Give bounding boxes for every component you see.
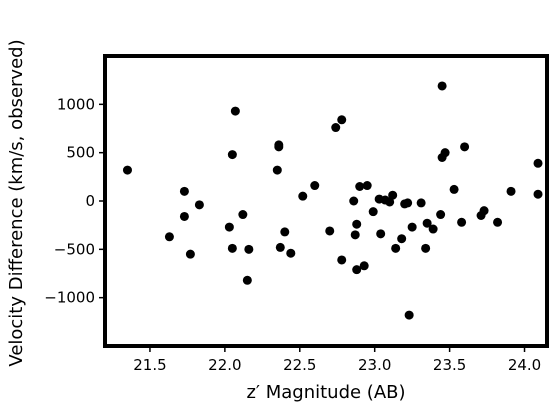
data-point (534, 190, 543, 199)
plot-area (123, 81, 543, 319)
data-point (351, 230, 360, 239)
data-point (534, 159, 543, 168)
y-axis-label: Velocity Difference (km/s, observed) (6, 39, 27, 366)
data-point (360, 261, 369, 270)
data-point (388, 191, 397, 200)
data-point (310, 181, 319, 190)
data-point (441, 148, 450, 157)
data-point (391, 244, 400, 253)
data-point (243, 276, 252, 285)
data-point (274, 142, 283, 151)
y-tick-label: −1000 (44, 289, 95, 307)
y-tick-label: 1000 (57, 95, 95, 113)
x-tick-label: 22.0 (208, 356, 241, 374)
data-point (123, 166, 132, 175)
data-point (349, 197, 358, 206)
data-point (273, 166, 282, 175)
data-point (450, 185, 459, 194)
data-point (369, 207, 378, 216)
data-point (363, 181, 372, 190)
data-point (225, 223, 234, 232)
data-point (337, 255, 346, 264)
data-point (457, 218, 466, 227)
x-axis-label: z′ Magnitude (AB) (246, 382, 405, 403)
x-tick-label: 24.0 (508, 356, 541, 374)
data-point (286, 249, 295, 258)
data-point (165, 232, 174, 241)
data-point (331, 123, 340, 132)
data-point (195, 200, 204, 209)
data-point (228, 150, 237, 159)
data-point (337, 115, 346, 124)
y-tick-label: 500 (66, 144, 95, 162)
data-point (180, 212, 189, 221)
data-point (180, 187, 189, 196)
data-point (507, 187, 516, 196)
data-point (438, 81, 447, 90)
data-point (405, 311, 414, 320)
y-tick-label: −500 (54, 240, 95, 258)
y-tick-label: 0 (85, 192, 95, 210)
x-tick-label: 23.5 (433, 356, 466, 374)
data-point (493, 218, 502, 227)
data-point (417, 198, 426, 207)
data-point (276, 243, 285, 252)
x-tick-label: 22.5 (283, 356, 316, 374)
data-point (376, 229, 385, 238)
data-point (436, 210, 445, 219)
data-point (186, 250, 195, 259)
data-point (280, 227, 289, 236)
data-point (298, 192, 307, 201)
data-point (238, 210, 247, 219)
data-point (231, 107, 240, 116)
data-point (403, 198, 412, 207)
plot-frame (105, 56, 547, 346)
data-point (397, 234, 406, 243)
data-point (480, 206, 489, 215)
data-point (352, 220, 361, 229)
x-tick-label: 21.5 (133, 356, 166, 374)
axis-ticks: 21.5 22.0 22.5 23.0 23.5 24.0 −1000 −500 0 500 100… (44, 95, 541, 374)
data-point (408, 223, 417, 232)
data-point (244, 245, 253, 254)
data-point (460, 142, 469, 151)
x-tick-label: 23.0 (358, 356, 391, 374)
data-point (429, 225, 438, 234)
data-point (325, 226, 334, 235)
data-point (421, 244, 430, 253)
data-point (228, 244, 237, 253)
